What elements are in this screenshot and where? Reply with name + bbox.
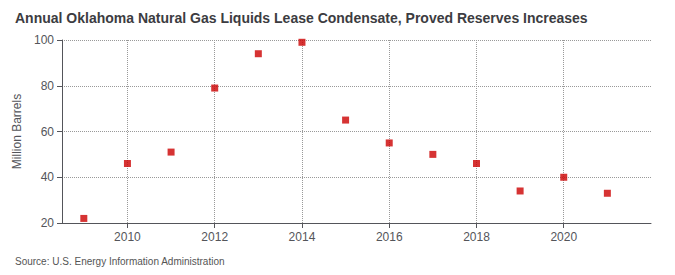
svg-text:2012: 2012	[201, 230, 228, 244]
svg-text:40: 40	[41, 170, 55, 184]
svg-text:Annual Oklahoma Natural Gas Li: Annual Oklahoma Natural Gas Liquids Leas…	[15, 10, 588, 26]
svg-text:2018: 2018	[463, 230, 490, 244]
svg-text:Million Barrels: Million Barrels	[10, 94, 24, 169]
svg-text:80: 80	[41, 79, 55, 93]
svg-text:2010: 2010	[114, 230, 141, 244]
svg-text:2014: 2014	[289, 230, 316, 244]
svg-text:60: 60	[41, 125, 55, 139]
svg-text:2020: 2020	[550, 230, 577, 244]
svg-text:20: 20	[41, 216, 55, 230]
svg-text:Source: U.S. Energy Informatio: Source: U.S. Energy Information Administ…	[15, 256, 225, 267]
svg-text:2016: 2016	[376, 230, 403, 244]
svg-text:100: 100	[34, 33, 54, 47]
